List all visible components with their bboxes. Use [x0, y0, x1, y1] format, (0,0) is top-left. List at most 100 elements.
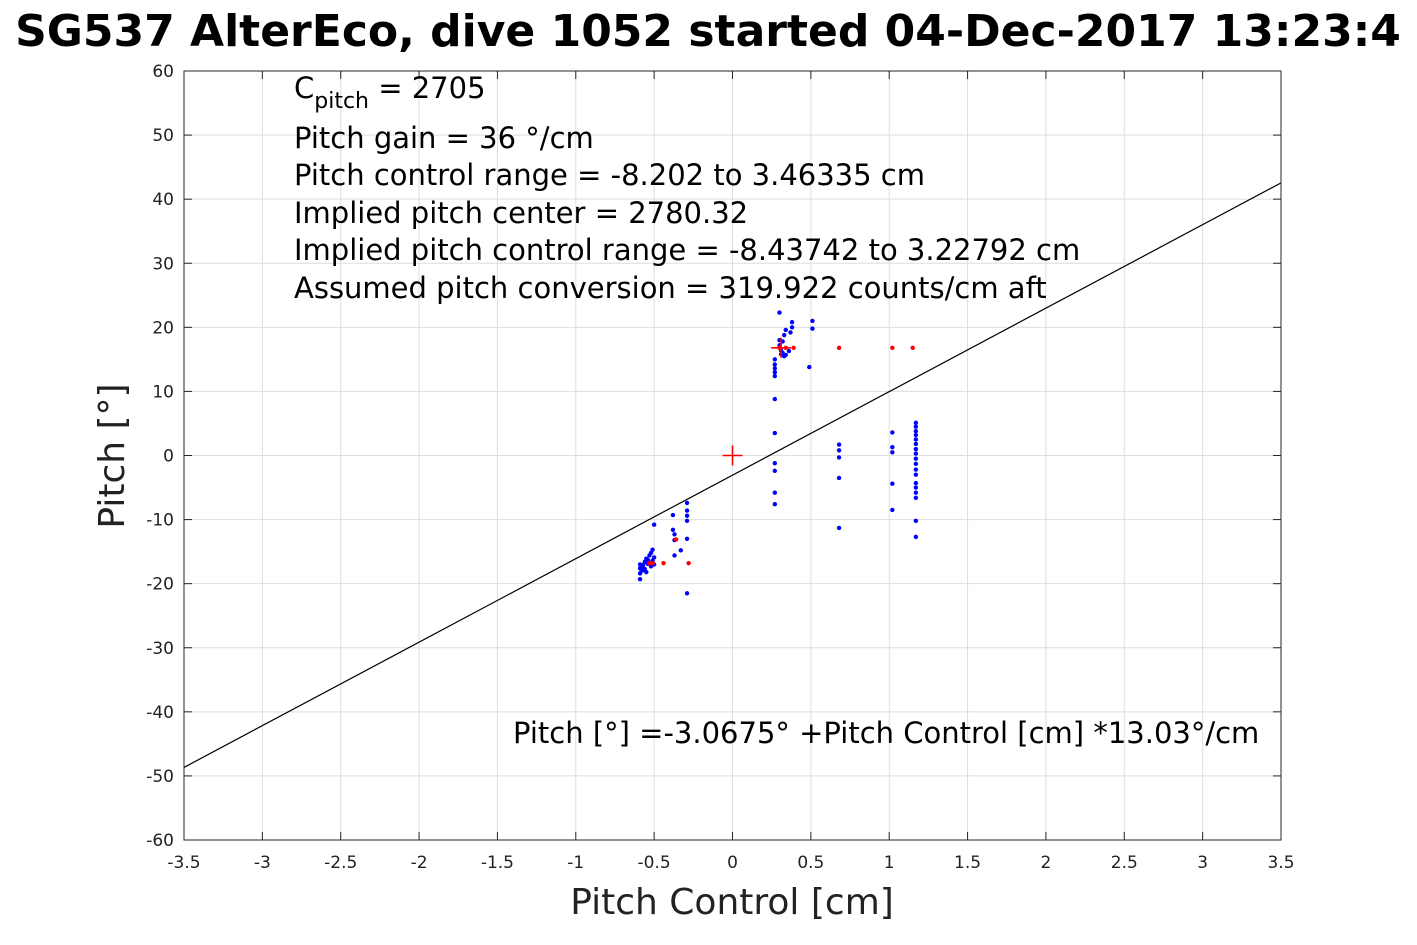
data-point	[913, 446, 919, 452]
y-tick-label: 40	[152, 190, 174, 210]
grid-lines	[183, 70, 1282, 841]
data-point	[913, 432, 919, 438]
x-tick-label: 3	[1197, 853, 1208, 873]
data-point	[836, 448, 842, 453]
data-point	[684, 536, 690, 542]
data-point	[890, 507, 895, 513]
y-tick-label: 20	[152, 318, 174, 338]
data-point	[810, 326, 815, 331]
data-point	[651, 522, 657, 527]
info-annotations: Cpitch = 2705 Pitch gain = 36 °/cm Pitch…	[294, 71, 1259, 750]
data-point	[772, 366, 778, 371]
y-tick-label: -60	[146, 831, 174, 851]
data-point	[650, 560, 655, 566]
data-point	[913, 467, 919, 472]
c-pitch-value: = 2705	[369, 71, 486, 105]
x-tick-label: 1	[884, 853, 895, 873]
data-point	[913, 420, 919, 426]
c-pitch-annotation: Cpitch = 2705	[294, 71, 486, 114]
data-point	[890, 430, 895, 435]
x-tick-label: 1.5	[954, 853, 981, 873]
data-point	[890, 444, 895, 450]
x-tick-label: -0.5	[638, 853, 671, 873]
data-point	[913, 456, 919, 461]
x-tick-label: -1.5	[481, 853, 514, 873]
data-point	[684, 518, 690, 524]
y-tick-label: 0	[163, 447, 174, 467]
data-point	[777, 310, 782, 315]
data-point	[913, 437, 919, 442]
implied-range-annotation: Implied pitch control range = -8.43742 t…	[294, 233, 1080, 267]
y-tick-label: 10	[152, 382, 174, 402]
fit-line-path	[183, 182, 1282, 768]
data-point	[913, 495, 919, 500]
data-point	[673, 537, 679, 542]
data-point	[684, 508, 690, 513]
x-tick-label: -2	[411, 853, 428, 873]
data-point	[836, 525, 842, 531]
x-tick-label: 2.5	[1111, 853, 1138, 873]
y-tick-label: 50	[152, 126, 174, 146]
data-point	[772, 430, 778, 436]
data-point	[772, 490, 778, 495]
x-tick-label: 2	[1041, 853, 1052, 873]
data-point	[783, 352, 788, 358]
data-point	[913, 480, 919, 486]
data-point	[672, 553, 677, 558]
data-point	[661, 560, 666, 566]
data-point	[836, 475, 842, 481]
data-point	[913, 490, 919, 495]
data-point	[786, 348, 792, 354]
data-point	[772, 369, 778, 375]
data-point	[637, 576, 643, 582]
chart-title: SG537 AlterEco, dive 1052 started 04-Dec…	[15, 6, 1401, 57]
data-point	[651, 555, 657, 560]
data-point	[772, 362, 778, 367]
conversion-annotation: Assumed pitch conversion = 319.922 count…	[294, 271, 1047, 305]
data-point	[913, 485, 919, 490]
x-tick-label: 0.5	[797, 853, 824, 873]
data-point	[836, 345, 842, 351]
data-point	[913, 461, 919, 467]
data-point	[791, 345, 796, 351]
y-tick-label: -30	[146, 639, 174, 659]
x-tick-label: -1	[567, 853, 584, 873]
data-point	[788, 330, 793, 335]
data-point	[890, 450, 895, 455]
data-point	[783, 327, 788, 333]
data-point	[650, 547, 655, 552]
axis-ticks	[183, 70, 1282, 841]
data-point	[789, 320, 795, 325]
y-tick-labels: -60 -50 -40 -30 -20 -10 0 10 20 30 40 50 60	[146, 62, 174, 851]
data-point	[913, 428, 919, 434]
data-point	[913, 441, 919, 447]
data-point	[913, 451, 919, 456]
data-point	[670, 512, 676, 518]
data-point	[890, 481, 895, 486]
c-pitch-subscript: pitch	[314, 89, 369, 114]
data-point	[913, 518, 919, 524]
data-point	[686, 560, 691, 566]
data-point	[836, 442, 842, 447]
data-point	[684, 591, 690, 596]
x-axis-label: Pitch Control [cm]	[570, 882, 894, 923]
data-point	[772, 396, 778, 402]
data-point	[772, 357, 778, 362]
data-point	[644, 569, 649, 575]
y-tick-label: 60	[152, 62, 174, 82]
x-tick-label: 3.5	[1267, 853, 1294, 873]
data-point	[913, 534, 919, 540]
data-point	[910, 345, 915, 351]
y-tick-label: 30	[152, 254, 174, 274]
y-tick-label: -10	[146, 511, 174, 531]
x-tick-label: 0	[727, 853, 738, 873]
y-tick-label: -40	[146, 703, 174, 723]
x-tick-labels: -3.5 -3 -2.5 -2 -1.5 -1 -0.5 0 0.5 1 1.5 2 2.5 3 3.5	[167, 853, 1294, 873]
data-point	[647, 560, 652, 566]
data-point	[672, 532, 677, 537]
y-tick-label: -20	[146, 575, 174, 595]
data-point	[789, 325, 795, 330]
data-point	[670, 527, 676, 533]
data-point	[913, 424, 919, 429]
